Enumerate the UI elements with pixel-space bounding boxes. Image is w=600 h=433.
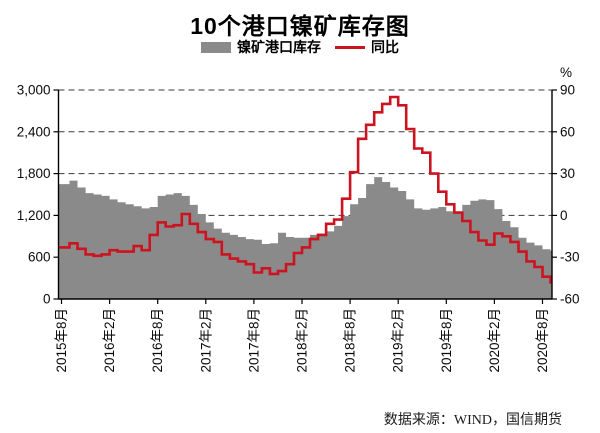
right-axis-tick-label: -30: [560, 250, 580, 265]
x-axis-tick-label: 2016年8月: [150, 308, 165, 373]
legend: 镍矿港口库存 同比: [0, 38, 600, 56]
right-axis-unit-label: %: [560, 65, 572, 80]
data-source-note: 数据来源：WIND，国信期货: [383, 413, 562, 428]
x-axis-tick-label: 2016年2月: [102, 308, 117, 373]
left-axis-tick-label: 3,000: [17, 83, 51, 98]
x-axis-tick-label: 2019年2月: [391, 308, 406, 373]
inventory-area-series: [58, 177, 552, 299]
left-axis-tick-label: 1,200: [17, 208, 51, 223]
left-axis-tick-label: 600: [28, 250, 51, 265]
legend-label-inventory: 镍矿港口库存: [237, 39, 321, 55]
x-axis-tick-label: 2017年8月: [246, 308, 261, 373]
right-axis-tick-label: -60: [560, 292, 580, 307]
x-axis-tick-label: 2017年2月: [198, 308, 213, 373]
x-axis-tick-label: 2020年8月: [535, 308, 550, 373]
left-axis-tick-label: 0: [43, 292, 51, 307]
left-axis-tick-label: 1,800: [17, 166, 51, 181]
right-axis-tick-label: 30: [560, 166, 575, 181]
legend-item-yoy: 同比: [335, 37, 399, 57]
x-axis-tick-label: 2020年2月: [487, 308, 502, 373]
x-axis-tick-label: 2019年8月: [439, 308, 454, 373]
area-swatch-icon: [201, 41, 231, 53]
right-axis-tick-label: 60: [560, 124, 575, 139]
line-swatch-icon: [335, 45, 365, 49]
x-axis-tick-label: 2018年8月: [343, 308, 358, 373]
left-axis-tick-label: 2,400: [17, 124, 51, 139]
legend-item-inventory: 镍矿港口库存: [201, 37, 321, 57]
chart-title: 10个港口镍矿库存图: [190, 13, 410, 39]
x-axis-tick-label: 2015年8月: [54, 308, 69, 373]
right-axis-tick-label: 90: [560, 83, 575, 98]
x-axis-tick-label: 2018年2月: [295, 308, 310, 373]
yoy-line-series: [58, 95, 552, 284]
right-axis-tick-label: 0: [560, 208, 568, 223]
legend-label-yoy: 同比: [371, 39, 399, 55]
